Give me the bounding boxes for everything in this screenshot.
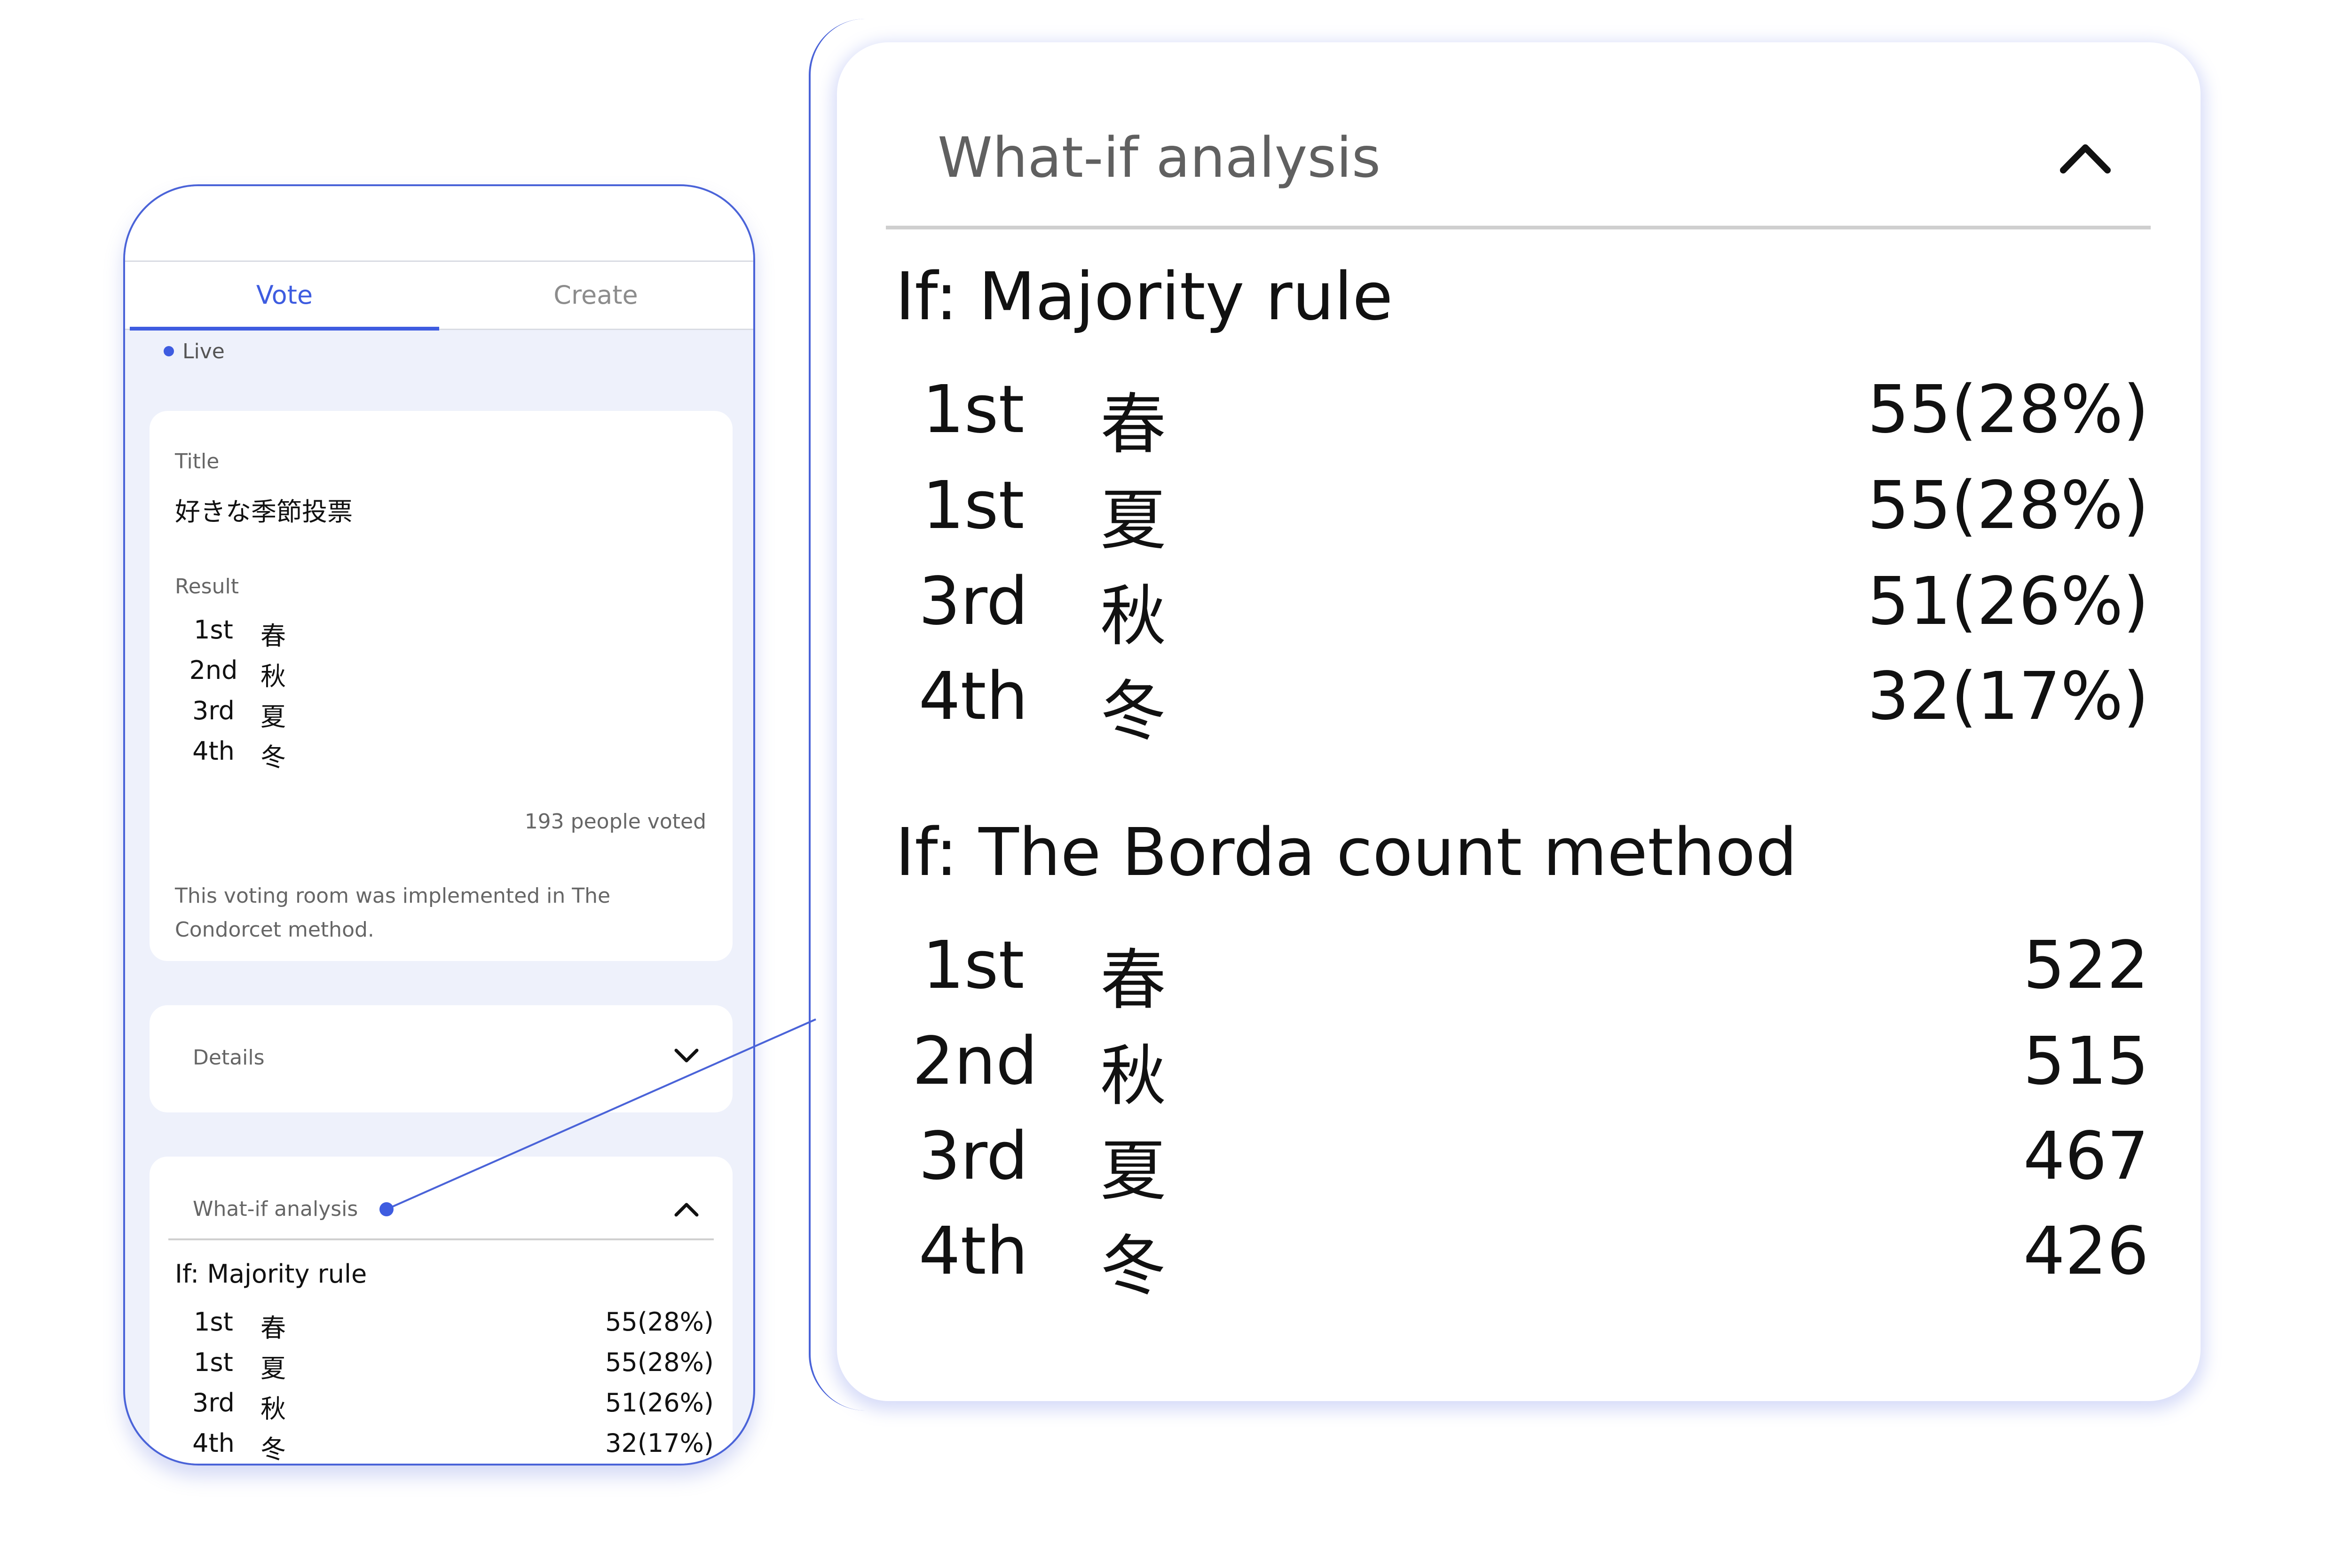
whatif-label: What-if analysis — [193, 1197, 358, 1221]
zoom-borda-value: 467 — [2023, 1118, 2149, 1195]
zoom-majority-value: 55(28%) — [1867, 467, 2149, 544]
zoom-borda-option: 夏 — [1100, 1133, 1167, 1210]
zoom-borda-value: 426 — [2023, 1213, 2149, 1290]
zoom-majority-option: 春 — [1100, 386, 1167, 463]
method-note-line2: Condorcet method. — [175, 918, 374, 942]
zoom-borda-rank: 1st — [922, 927, 1025, 1004]
zoom-majority-value: 51(26%) — [1867, 563, 2149, 640]
live-label: Live — [182, 339, 225, 363]
result-rank: 3rd — [192, 696, 235, 725]
zoom-majority-value: 32(17%) — [1867, 658, 2149, 735]
details-accordion[interactable]: Details — [150, 1005, 733, 1112]
zoom-majority-rank: 1st — [922, 371, 1025, 448]
majority-option: 冬 — [260, 1434, 286, 1464]
majority-value: 32(17%) — [605, 1428, 714, 1458]
zoom-borda-rank: 3rd — [918, 1118, 1028, 1195]
zoom-anchor-dot — [379, 1202, 394, 1216]
majority-option: 夏 — [260, 1354, 286, 1383]
zoom-majority-option: 冬 — [1100, 673, 1167, 750]
vote-title: 好きな季節投票 — [175, 497, 353, 527]
zoom-majority-rank: 4th — [918, 658, 1028, 735]
tab-vote[interactable]: Vote — [256, 280, 313, 310]
zoom-borda-option: 冬 — [1100, 1228, 1167, 1305]
zoom-borda-rank: 4th — [918, 1213, 1028, 1290]
whatif-accordion[interactable]: What-if analysis If: Majority rule 1st 春… — [150, 1157, 733, 1464]
result-rank: 2nd — [189, 655, 238, 685]
vote-summary-card: Title 好きな季節投票 Result 1st 春 2nd 秋 3rd 夏 4… — [150, 411, 733, 961]
chevron-down-icon[interactable] — [674, 1048, 699, 1064]
method-note-line1: This voting room was implemented in The — [175, 884, 611, 908]
title-label: Title — [175, 449, 220, 473]
majority-rank: 3rd — [192, 1388, 235, 1418]
voter-count: 193 people voted — [524, 810, 706, 834]
details-label: Details — [193, 1046, 265, 1070]
chevron-up-icon[interactable] — [2059, 142, 2111, 175]
result-rank: 4th — [192, 736, 235, 766]
whatif-divider — [168, 1238, 714, 1240]
result-option: 冬 — [260, 742, 286, 772]
live-indicator-icon — [164, 346, 174, 356]
zoom-majority-rank: 1st — [922, 467, 1025, 544]
zoom-majority-value: 55(28%) — [1867, 371, 2149, 448]
zoom-borda-value: 515 — [2023, 1023, 2149, 1100]
result-option: 春 — [260, 621, 286, 651]
majority-option: 春 — [260, 1313, 286, 1343]
zoom-borda-value: 522 — [2023, 927, 2149, 1004]
majority-value: 55(28%) — [605, 1307, 714, 1337]
majority-option: 秋 — [260, 1394, 286, 1424]
majority-value: 55(28%) — [605, 1347, 714, 1377]
chevron-up-icon[interactable] — [674, 1201, 699, 1218]
phone-frame: Vote Create Live Title 好きな季節投票 Result 1s… — [123, 184, 755, 1466]
zoom-majority-rank: 3rd — [918, 563, 1028, 640]
status-area — [125, 186, 753, 260]
zoom-borda-rank: 2nd — [912, 1023, 1038, 1100]
tab-create[interactable]: Create — [553, 280, 638, 310]
zoom-borda-option: 秋 — [1100, 1038, 1167, 1115]
majority-rank: 4th — [192, 1428, 235, 1458]
whatif-zoom-panel: What-if analysis If: Majority rule 1st 春… — [837, 42, 2201, 1401]
zoom-borda-heading: If: The Borda count method — [895, 814, 1798, 891]
majority-rank: 1st — [194, 1347, 233, 1377]
result-option: 夏 — [260, 702, 286, 732]
zoom-whatif-label: What-if analysis — [938, 125, 1381, 190]
result-label: Result — [175, 575, 239, 599]
zoom-borda-option: 春 — [1100, 942, 1167, 1019]
active-tab-indicator — [130, 327, 439, 331]
zoom-majority-option: 夏 — [1100, 482, 1167, 559]
majority-rank: 1st — [194, 1307, 233, 1337]
tab-bar: Vote Create — [125, 260, 753, 331]
zoom-bracket — [809, 19, 875, 1410]
majority-value: 51(26%) — [605, 1388, 714, 1418]
zoom-majority-option: 秋 — [1100, 578, 1167, 655]
result-option: 秋 — [260, 662, 286, 691]
majority-heading: If: Majority rule — [175, 1259, 367, 1289]
result-rank: 1st — [194, 615, 233, 645]
zoom-divider — [886, 226, 2151, 229]
zoom-majority-heading: If: Majority rule — [895, 259, 1393, 335]
